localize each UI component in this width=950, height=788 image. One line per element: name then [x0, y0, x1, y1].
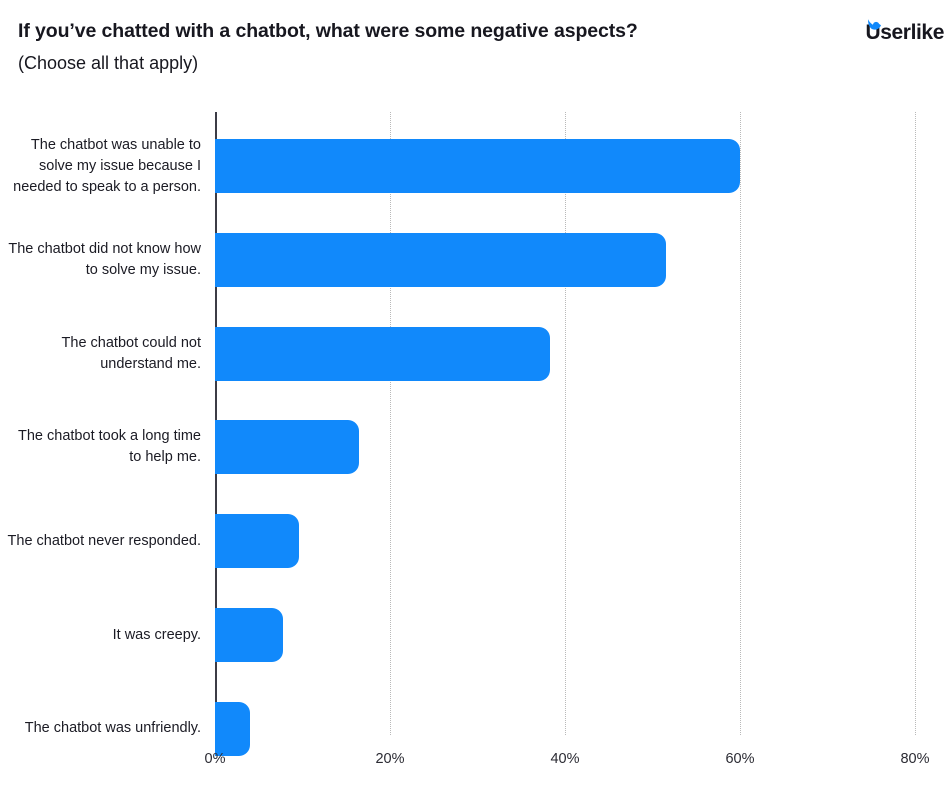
x-tick-label-20: 20% — [375, 751, 405, 767]
userlike-logo: Userlike — [865, 19, 944, 51]
category-label-wrap: The chatbot could not understand me. — [0, 327, 201, 381]
category-label-wrap: The chatbot never responded. — [0, 514, 201, 568]
category-label-wrap: The chatbot did not know how to solve my… — [0, 233, 201, 287]
gridline-60 — [740, 112, 741, 735]
bar-row: The chatbot did not know how to solve my… — [0, 232, 950, 287]
bar-0[interactable] — [215, 139, 740, 193]
x-tick-label-40: 40% — [550, 751, 580, 767]
bar-row: It was creepy. — [0, 608, 950, 662]
x-tick-label-0: 0% — [204, 751, 226, 767]
category-label: The chatbot did not know how to solve my… — [8, 240, 201, 278]
bar-1[interactable] — [215, 232, 666, 287]
category-label-wrap: The chatbot was unable to solve my issue… — [0, 137, 201, 195]
chart-subtitle: (Choose all that apply) — [18, 53, 199, 73]
chat-bubble-swoosh-icon — [868, 19, 882, 30]
x-tick-label-80: 80% — [900, 751, 930, 767]
bar-2[interactable] — [215, 326, 551, 381]
category-label: The chatbot was unable to solve my issue… — [13, 136, 201, 195]
chart-header: If you’ve chatted with a chatbot, what w… — [0, 0, 950, 100]
category-label: The chatbot was unfriendly. — [24, 720, 201, 737]
x-tick-label-60: 60% — [725, 751, 755, 767]
gridline-20 — [390, 112, 391, 735]
category-label-wrap: The chatbot took a long time to help me. — [0, 420, 201, 474]
logo-text: Userlike — [865, 21, 944, 44]
bar-row: The chatbot never responded. — [0, 514, 950, 569]
gridline-80 — [915, 112, 916, 735]
category-label: The chatbot never responded. — [7, 532, 201, 549]
bar-4[interactable] — [215, 514, 299, 569]
bar-3[interactable] — [215, 420, 360, 475]
category-label: It was creepy. — [112, 626, 201, 643]
gridline-40 — [565, 112, 566, 735]
category-label-wrap: It was creepy. — [0, 608, 201, 662]
bar-6[interactable] — [215, 701, 250, 756]
category-label: The chatbot could not understand me. — [61, 334, 201, 372]
bar-row: The chatbot was unfriendly. — [0, 701, 950, 756]
bar-row: The chatbot was unable to solve my issue… — [0, 137, 950, 195]
bar-row: The chatbot took a long time to help me. — [0, 420, 950, 475]
category-label: The chatbot took a long time to help me. — [18, 428, 201, 466]
page-title: If you’ve chatted with a chatbot, what w… — [18, 20, 638, 42]
bar-row: The chatbot could not understand me. — [0, 326, 950, 381]
category-label-wrap: The chatbot was unfriendly. — [0, 702, 201, 756]
bar-5[interactable] — [215, 608, 284, 662]
